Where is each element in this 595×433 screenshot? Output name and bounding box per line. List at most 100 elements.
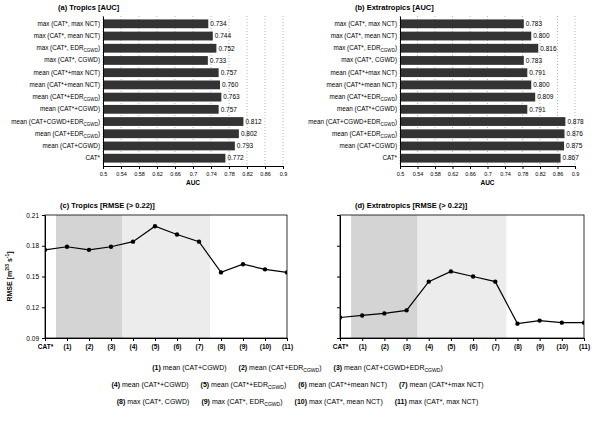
grid bbox=[103, 16, 283, 166]
tick-mark bbox=[67, 338, 68, 341]
data-label: 0.800 bbox=[533, 32, 550, 39]
plot-frame bbox=[45, 215, 287, 338]
tick: 0.54 bbox=[413, 166, 424, 177]
tick-mark bbox=[42, 215, 45, 216]
axis-line bbox=[400, 17, 401, 167]
data-label: 0.791 bbox=[529, 106, 546, 113]
bar bbox=[400, 142, 564, 151]
tick: (6) bbox=[470, 338, 478, 351]
marker bbox=[560, 320, 564, 324]
tick bbox=[337, 277, 340, 278]
tick-label: (7) bbox=[492, 343, 500, 351]
tick-label: (10) bbox=[557, 343, 569, 351]
marker bbox=[360, 313, 364, 317]
legend-note: (1) mean (CAT+CGWD) bbox=[152, 364, 226, 372]
tick-mark bbox=[517, 338, 518, 341]
legend-note: (11) max (CAT*, max NCT) bbox=[395, 398, 479, 406]
data-label: 0.867 bbox=[563, 154, 580, 161]
tick: (1) bbox=[64, 338, 72, 351]
tick-label: 0.5 bbox=[397, 171, 405, 177]
tick: (11) bbox=[282, 338, 293, 351]
tick-label: (4) bbox=[425, 343, 433, 351]
tick: mean (CAT*+max NCT) bbox=[33, 69, 100, 77]
category-label: mean (CAT+CGWD) bbox=[43, 142, 100, 150]
tick-label: 0.21 bbox=[26, 212, 39, 219]
grid-line bbox=[103, 16, 104, 166]
axis-line bbox=[46, 338, 288, 339]
axis-title: AUC bbox=[186, 179, 200, 186]
legend-note: (6) mean (CAT*+mean NCT) bbox=[298, 381, 387, 389]
tick-label: 0.82 bbox=[242, 171, 253, 177]
tick: (8) bbox=[514, 338, 522, 351]
tick-mark bbox=[505, 166, 506, 169]
axis-line bbox=[45, 216, 46, 339]
plot-frame bbox=[340, 215, 584, 338]
grid-line bbox=[400, 16, 401, 166]
tick-mark bbox=[418, 166, 419, 169]
tick: 0.66 bbox=[170, 166, 181, 177]
marker bbox=[427, 279, 431, 283]
tick: CAT* bbox=[85, 154, 100, 161]
tick-mark bbox=[42, 277, 45, 278]
tick-label: 0.74 bbox=[206, 171, 217, 177]
tick: 0.5 bbox=[100, 166, 108, 177]
tick-mark bbox=[121, 166, 122, 169]
category-label: max (CAT*, CGWD) bbox=[44, 56, 100, 64]
line-panel: CAT*(1)(2)(3)(4)(5)(6)(7)(8)(9)(10)(11) bbox=[333, 215, 590, 351]
tick: (7) bbox=[492, 338, 500, 351]
marker bbox=[153, 224, 157, 228]
tick: mean (CAT+CGWD+EDRCGWD) bbox=[11, 118, 100, 127]
tick: max (CAT*, EDRCGWD) bbox=[36, 44, 100, 53]
marker bbox=[241, 262, 245, 266]
tick: 0.7 bbox=[190, 166, 198, 177]
category-label: mean (CAT*+EDRCGWD) bbox=[329, 93, 397, 102]
tick bbox=[337, 246, 340, 247]
tick-mark bbox=[337, 338, 340, 339]
tick: CAT* bbox=[333, 338, 349, 350]
tick-mark bbox=[540, 166, 541, 169]
tick-label: (6) bbox=[174, 343, 182, 351]
tick: 0.9 bbox=[572, 166, 580, 177]
tick: max (CAT*, EDRCGWD) bbox=[333, 44, 397, 53]
tick-label: CAT* bbox=[38, 343, 54, 350]
figure: 0.7340.7440.7520.7330.7570.7600.7630.757… bbox=[0, 0, 595, 433]
tick: 0.15 bbox=[26, 273, 45, 280]
marker bbox=[493, 279, 497, 283]
tick-label: 0.54 bbox=[116, 171, 127, 177]
category-label: max (CAT*, mean NCT) bbox=[331, 32, 397, 40]
series bbox=[45, 224, 287, 275]
tick-label: CAT* bbox=[333, 343, 349, 350]
tick: 0.62 bbox=[152, 166, 163, 177]
group-shading bbox=[56, 215, 210, 338]
tick-mark bbox=[287, 338, 288, 341]
tick: 0.82 bbox=[242, 166, 253, 177]
marker bbox=[449, 269, 453, 273]
bar bbox=[103, 19, 208, 28]
data-label: 0.760 bbox=[222, 81, 239, 88]
tick-label: 0.58 bbox=[134, 171, 145, 177]
tick: max (CAT*, max NCT) bbox=[37, 20, 100, 28]
x-axis: 0.50.540.580.620.660.70.740.780.820.860.… bbox=[397, 166, 580, 177]
tick-label: 0.09 bbox=[26, 335, 39, 342]
chart-title: (d) Extratropics [RMSE (> 0.22)] bbox=[355, 201, 468, 210]
tick-label: 0.9 bbox=[572, 171, 580, 177]
series bbox=[340, 269, 584, 326]
data-label: 0.783 bbox=[526, 57, 543, 64]
tick-mark bbox=[575, 166, 576, 169]
x-axis: CAT*(1)(2)(3)(4)(5)(6)(7)(8)(9)(10)(11) bbox=[38, 338, 293, 351]
tick: mean (CAT*+EDRCGWD) bbox=[329, 93, 397, 102]
legend-note: (9) max (CAT*, EDRCGWD) bbox=[201, 398, 282, 407]
tick-label: 0.18 bbox=[26, 242, 39, 249]
data-label: 0.791 bbox=[529, 69, 546, 76]
tick-mark bbox=[221, 338, 222, 341]
tick-label: 0.58 bbox=[430, 171, 441, 177]
tick-mark bbox=[337, 215, 340, 216]
tick-mark bbox=[139, 166, 140, 169]
tick: 0.62 bbox=[448, 166, 459, 177]
tick-label: 0.62 bbox=[448, 171, 459, 177]
data-label: 0.800 bbox=[533, 81, 550, 88]
data-label: 0.734 bbox=[210, 20, 227, 27]
data-label: 0.772 bbox=[227, 154, 244, 161]
tick: 0.66 bbox=[465, 166, 476, 177]
tick-label: (2) bbox=[86, 343, 94, 351]
